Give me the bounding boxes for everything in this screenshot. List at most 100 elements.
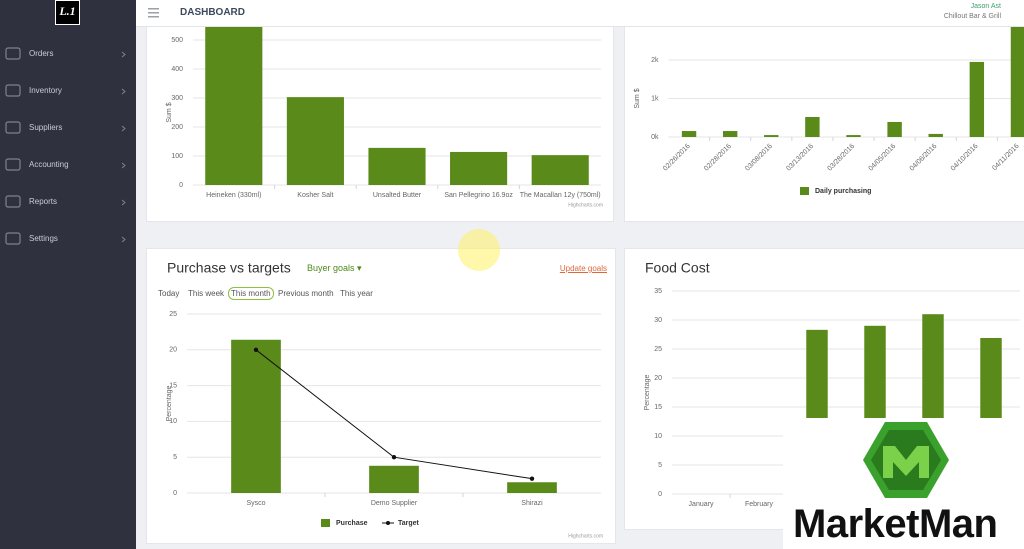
x-tick-label: 03/08/2016	[744, 143, 774, 173]
y-tick-label: 10	[654, 433, 662, 440]
venue-name: Chillout Bar & Grill	[943, 13, 1001, 20]
y-tick-label: 5	[658, 462, 662, 469]
y-axis-label: Sum $	[634, 88, 641, 108]
bar	[969, 61, 985, 137]
menu-item[interactable]: Orders	[0, 39, 136, 69]
legend-label: Target	[398, 520, 420, 527]
menu-label[interactable]: Accounting	[29, 160, 69, 169]
legend-label: Purchase	[336, 520, 368, 527]
user-name[interactable]: Jason Ast	[970, 3, 1001, 10]
target-marker	[529, 476, 535, 481]
menu-item[interactable]: Accounting	[0, 150, 136, 180]
watermark-area: MarketMan	[783, 418, 1024, 549]
menu-item[interactable]: Reports	[0, 187, 136, 217]
panel: Buyer goals ▾ Update goals Today This wee…	[146, 248, 616, 544]
y-tick-label: 500	[171, 37, 183, 44]
tab[interactable]: Today	[158, 289, 180, 298]
menu-icon	[5, 232, 126, 245]
y-tick-label: 10	[169, 418, 177, 425]
bar	[722, 131, 738, 137]
chevron	[121, 199, 126, 206]
chart: 0k 1k 2k Sum $ 02/26/2016 02/28/2016 03/08/201…	[634, 27, 1024, 195]
y-tick-label: 200	[171, 124, 183, 131]
bar	[286, 97, 344, 185]
bar	[764, 135, 779, 137]
watermark-logo	[863, 422, 949, 498]
x-tick-label: Kosher Salt	[297, 192, 333, 199]
menu-label[interactable]: Reports	[29, 197, 58, 206]
y-tick-label: 1k	[651, 95, 659, 102]
bar	[1010, 27, 1024, 138]
icon-shape	[5, 158, 21, 171]
x-tick-label: 04/10/2016	[950, 143, 980, 173]
menu-item[interactable]: Inventory	[0, 76, 136, 106]
tab[interactable]: This week	[188, 289, 225, 298]
tab[interactable]: This year	[340, 289, 373, 298]
tab[interactable]: Previous month	[278, 289, 334, 298]
y-tick-label: 15	[654, 404, 662, 411]
y-tick-label: 20	[654, 375, 662, 382]
page-title: DASHBOARD	[180, 7, 245, 18]
logo: L.1	[55, 0, 80, 25]
menu-label[interactable]: Settings	[29, 234, 58, 243]
x-tick-label: 02/28/2016	[703, 143, 733, 173]
y-axis-label: Percentage	[166, 385, 173, 421]
y-tick-label: 100	[171, 153, 183, 160]
legend-swatch	[800, 187, 809, 195]
bar	[928, 133, 943, 137]
hamburger[interactable]	[148, 8, 160, 18]
menu-label[interactable]: Orders	[29, 49, 54, 58]
y-axis-label: Percentage	[644, 374, 651, 410]
y-tick-label: 0	[658, 491, 662, 498]
y-tick-label: 5	[173, 454, 177, 461]
menu-item[interactable]: Suppliers	[0, 113, 136, 143]
icon-shape	[5, 195, 21, 208]
bar	[368, 147, 426, 185]
x-tick-label: 02/26/2016	[662, 143, 692, 173]
dropdown-label[interactable]: Buyer goals	[307, 263, 355, 273]
bar	[450, 151, 508, 185]
y-tick-label: 0	[179, 182, 183, 189]
panel: 0 100 200 300 400 500 Sum $ Heineken (330ml) Kos…	[146, 27, 614, 222]
x-tick-label: Heineken (330ml)	[206, 192, 261, 199]
tab[interactable]: This month	[228, 287, 274, 300]
y-tick-label: 20	[169, 347, 177, 354]
x-tick-label: Shirazi	[521, 500, 543, 507]
menu-label[interactable]: Inventory	[29, 86, 62, 95]
chart: Purchase vs targets 0 5 10 15 20 25 Percentage S…	[166, 260, 603, 540]
bar	[887, 121, 902, 137]
dropdown[interactable]: Buyer goals ▾	[307, 263, 362, 273]
bar	[531, 155, 589, 185]
bar	[369, 465, 419, 493]
credits: Highcharts.com	[568, 533, 603, 539]
menu-icon	[5, 121, 126, 134]
y-tick-label: 400	[171, 66, 183, 73]
chart: 0 100 200 300 400 500 Sum $ Heineken (330ml) Kos…	[166, 27, 603, 208]
y-tick-label: 300	[171, 95, 183, 102]
bar	[846, 135, 861, 137]
x-tick-label: 04/06/2016	[909, 143, 939, 173]
chevron	[121, 88, 126, 95]
x-tick-label: 04/05/2016	[868, 143, 898, 173]
y-tick-label: 15	[169, 382, 177, 389]
update-goals-link[interactable]: Update goals	[559, 264, 607, 273]
x-tick-label: 03/28/2016	[826, 143, 856, 173]
target-marker	[253, 347, 259, 352]
icon-shape	[5, 47, 21, 60]
y-tick-label: 0	[173, 490, 177, 497]
x-tick-label: Demo Supplier	[371, 500, 418, 507]
chevron	[121, 51, 126, 58]
x-tick-label: Sysco	[246, 500, 265, 507]
menu-icon	[5, 47, 126, 60]
x-tick-label: 03/13/2016	[785, 143, 815, 173]
menu-icon	[5, 195, 126, 208]
bar	[507, 482, 557, 493]
x-tick-label: 04/11/2016	[991, 143, 1020, 172]
menu-item[interactable]: Settings	[0, 224, 136, 254]
bar	[231, 339, 281, 493]
sidebar: L.1 Orders Inventory Suppliers Accounting Re…	[0, 0, 136, 549]
y-axis-label: Sum $	[166, 102, 173, 122]
bar	[805, 116, 820, 137]
menu-label[interactable]: Suppliers	[29, 123, 63, 132]
